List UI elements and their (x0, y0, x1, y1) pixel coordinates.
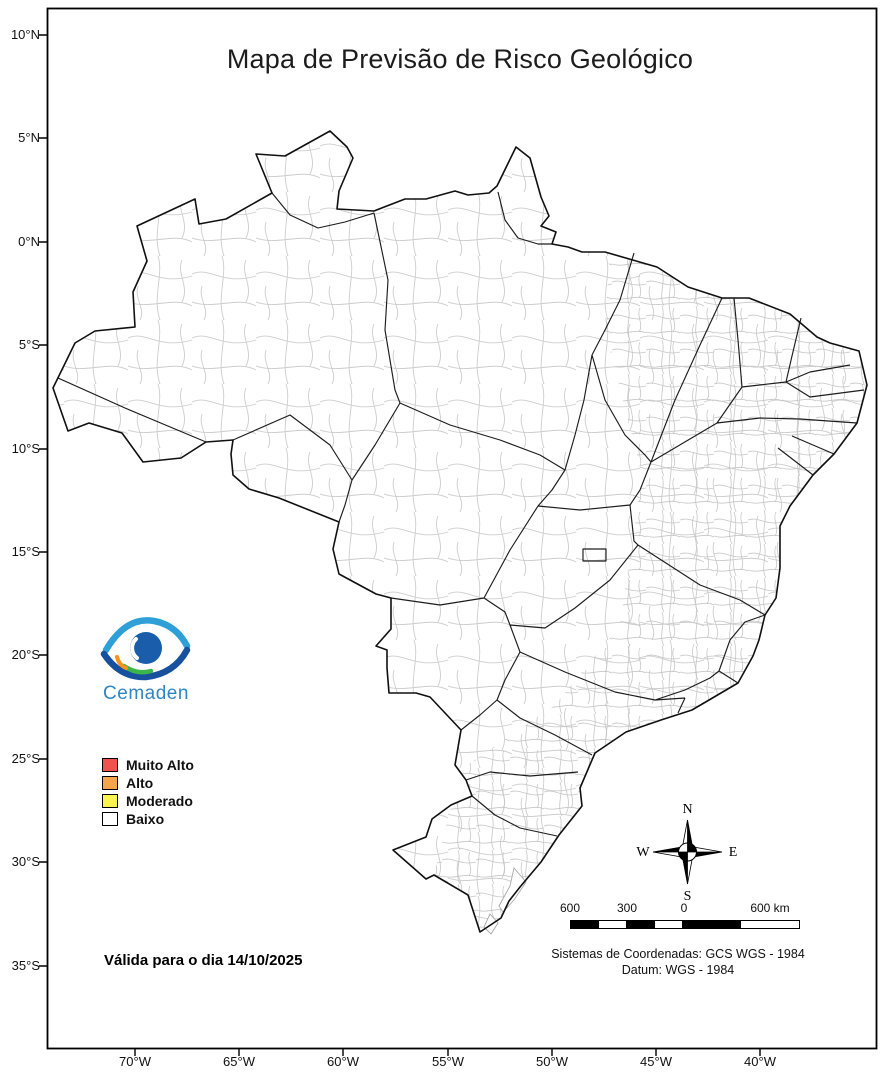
longitude-label: 50°W (536, 1054, 568, 1069)
legend-item: Baixo (102, 810, 194, 828)
longitude-label: 60°W (327, 1054, 359, 1069)
page-title: Mapa de Previsão de Risco Geológico (226, 44, 694, 74)
scale-bar-blocks (570, 920, 800, 929)
latitude-ticks (39, 34, 48, 967)
legend-item: Muito Alto (102, 756, 194, 774)
scale-bar-segment (627, 921, 655, 928)
legend-swatch-baixo (102, 812, 118, 826)
legend-label: Baixo (126, 811, 165, 827)
cemaden-eye-icon (100, 617, 191, 681)
latitude-label: 20°S (11, 647, 40, 662)
scale-label: 600 km (750, 901, 790, 915)
compass-rose: N S W E (636, 802, 738, 904)
compass-label-west: W (636, 845, 650, 860)
distrito-federal-outline (582, 548, 607, 562)
cemaden-logo: Cemaden (100, 617, 191, 704)
legend-item: Alto (102, 774, 194, 792)
legend-label: Alto (126, 775, 154, 791)
cemaden-wordmark: Cemaden (103, 683, 189, 704)
coordinate-system-block: Sistemas de Coordenadas: GCS WGS - 1984 … (543, 946, 813, 979)
scale-bar-segment (599, 921, 627, 928)
risk-legend: Muito Alto Alto Moderado Baixo (102, 756, 194, 828)
latitude-label: 35°S (11, 958, 40, 973)
latitude-label: 25°S (11, 751, 40, 766)
scale-label: 0 (680, 901, 688, 915)
compass-label-north: N (682, 802, 692, 817)
latitude-label: 10°S (11, 441, 40, 456)
validity-date-label: Válida para o dia 14/10/2025 (104, 952, 303, 969)
latitude-label: 15°S (11, 544, 40, 559)
map-frame (46, 7, 878, 1050)
legend-swatch-alto (102, 776, 118, 790)
legend-item: Moderado (102, 792, 194, 810)
datum-label: Datum: WGS - 1984 (621, 963, 735, 978)
longitude-label: 65°W (223, 1054, 255, 1069)
latitude-label: 0°N (18, 234, 40, 249)
latitude-label: 30°S (11, 854, 40, 869)
scale-bar-segment (655, 921, 683, 928)
latitude-label: 5°N (18, 130, 40, 145)
coordinate-system-label: Sistemas de Coordenadas: GCS WGS - 1984 (551, 947, 805, 961)
scale-bar-segment (571, 921, 599, 928)
longitude-label: 40°W (744, 1054, 776, 1069)
longitude-label: 55°W (432, 1054, 464, 1069)
scale-bar-segment (741, 921, 799, 928)
scale-label: 600 (559, 901, 581, 915)
longitude-label: 70°W (119, 1054, 151, 1069)
legend-label: Moderado (126, 793, 193, 809)
latitude-label: 10°N (10, 27, 40, 42)
compass-star-icon (652, 819, 723, 885)
scale-bar: 600 300 0 600 km (560, 901, 810, 935)
compass-label-east: E (729, 845, 738, 860)
state-borders (57, 191, 865, 837)
scale-bar-segment (683, 921, 741, 928)
longitude-ticks (134, 1048, 761, 1056)
brazil-outline (52, 130, 868, 933)
latitude-label: 5°S (18, 337, 40, 352)
scale-label: 300 (616, 901, 638, 915)
legend-swatch-moderado (102, 794, 118, 808)
legend-swatch-muito-alto (102, 758, 118, 772)
longitude-label: 45°W (640, 1054, 672, 1069)
legend-label: Muito Alto (126, 757, 194, 773)
compass-label-south: S (684, 889, 692, 904)
